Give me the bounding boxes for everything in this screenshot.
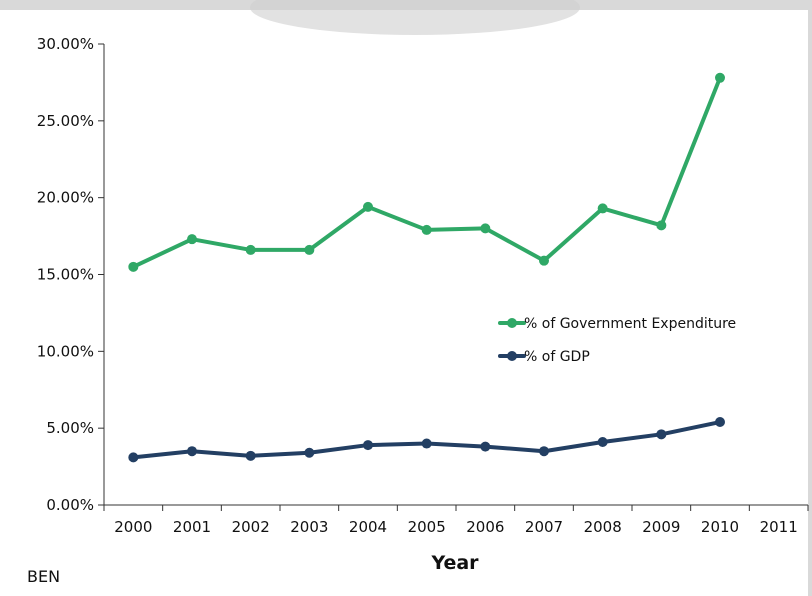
- x-tick-label: 2004: [349, 518, 387, 536]
- x-tick-label: 2001: [173, 518, 211, 536]
- x-tick-label: 2010: [701, 518, 739, 536]
- series-government-expenditure: [128, 72, 725, 272]
- y-tick-label: 30.00%: [37, 35, 94, 53]
- axes: 0.00% 5.00% 10.00% 15.00% 20.00% 25.00% 30.00%…: [37, 35, 809, 536]
- series-gdp: [128, 417, 725, 463]
- legend-swatch-marker: [507, 318, 517, 328]
- x-tick-label: 2011: [760, 518, 798, 536]
- data-point: [715, 72, 725, 83]
- data-point: [187, 446, 197, 457]
- x-tick-label: 2003: [290, 518, 328, 536]
- country-label: BEN: [27, 567, 61, 586]
- x-tick-label: 2000: [114, 518, 152, 536]
- data-point: [304, 244, 315, 255]
- y-tick-label: 10.00%: [37, 342, 94, 360]
- legend-swatch-marker: [507, 351, 517, 361]
- data-point: [421, 438, 432, 449]
- data-point: [715, 417, 725, 428]
- x-tick-label: 2006: [466, 518, 504, 536]
- data-point: [245, 450, 256, 461]
- y-tick-label: 5.00%: [46, 419, 94, 437]
- data-point: [656, 429, 667, 440]
- series-layer: [128, 72, 725, 463]
- y-tick-label: 20.00%: [37, 189, 94, 207]
- data-point: [128, 452, 139, 463]
- data-point: [363, 201, 373, 212]
- data-point: [304, 447, 315, 458]
- x-tick-label: 2007: [525, 518, 563, 536]
- legend-label: % of Government Expenditure: [524, 316, 736, 332]
- series-line: [131, 75, 722, 269]
- x-axis-title: Year: [430, 552, 479, 574]
- data-point: [597, 436, 608, 447]
- data-point: [480, 223, 491, 234]
- x-tick-label: 2005: [408, 518, 446, 536]
- legend-label: % of GDP: [524, 349, 590, 365]
- data-point: [187, 234, 197, 245]
- y-tick-label: 25.00%: [37, 112, 94, 130]
- data-point: [656, 220, 667, 231]
- data-point: [245, 244, 256, 255]
- data-point: [128, 261, 139, 272]
- data-point: [480, 441, 491, 452]
- data-point: [539, 446, 549, 457]
- x-tick-label: 2009: [642, 518, 680, 536]
- y-tick-label: 15.00%: [37, 266, 94, 284]
- x-tick-label: 2008: [584, 518, 622, 536]
- legend: % of Government Expenditure % of GDP: [498, 316, 736, 365]
- data-point: [539, 255, 549, 266]
- y-tick-label: 0.00%: [46, 496, 94, 514]
- data-point: [597, 203, 608, 214]
- data-point: [421, 224, 432, 235]
- data-point: [363, 440, 373, 451]
- x-tick-label: 2002: [232, 518, 270, 536]
